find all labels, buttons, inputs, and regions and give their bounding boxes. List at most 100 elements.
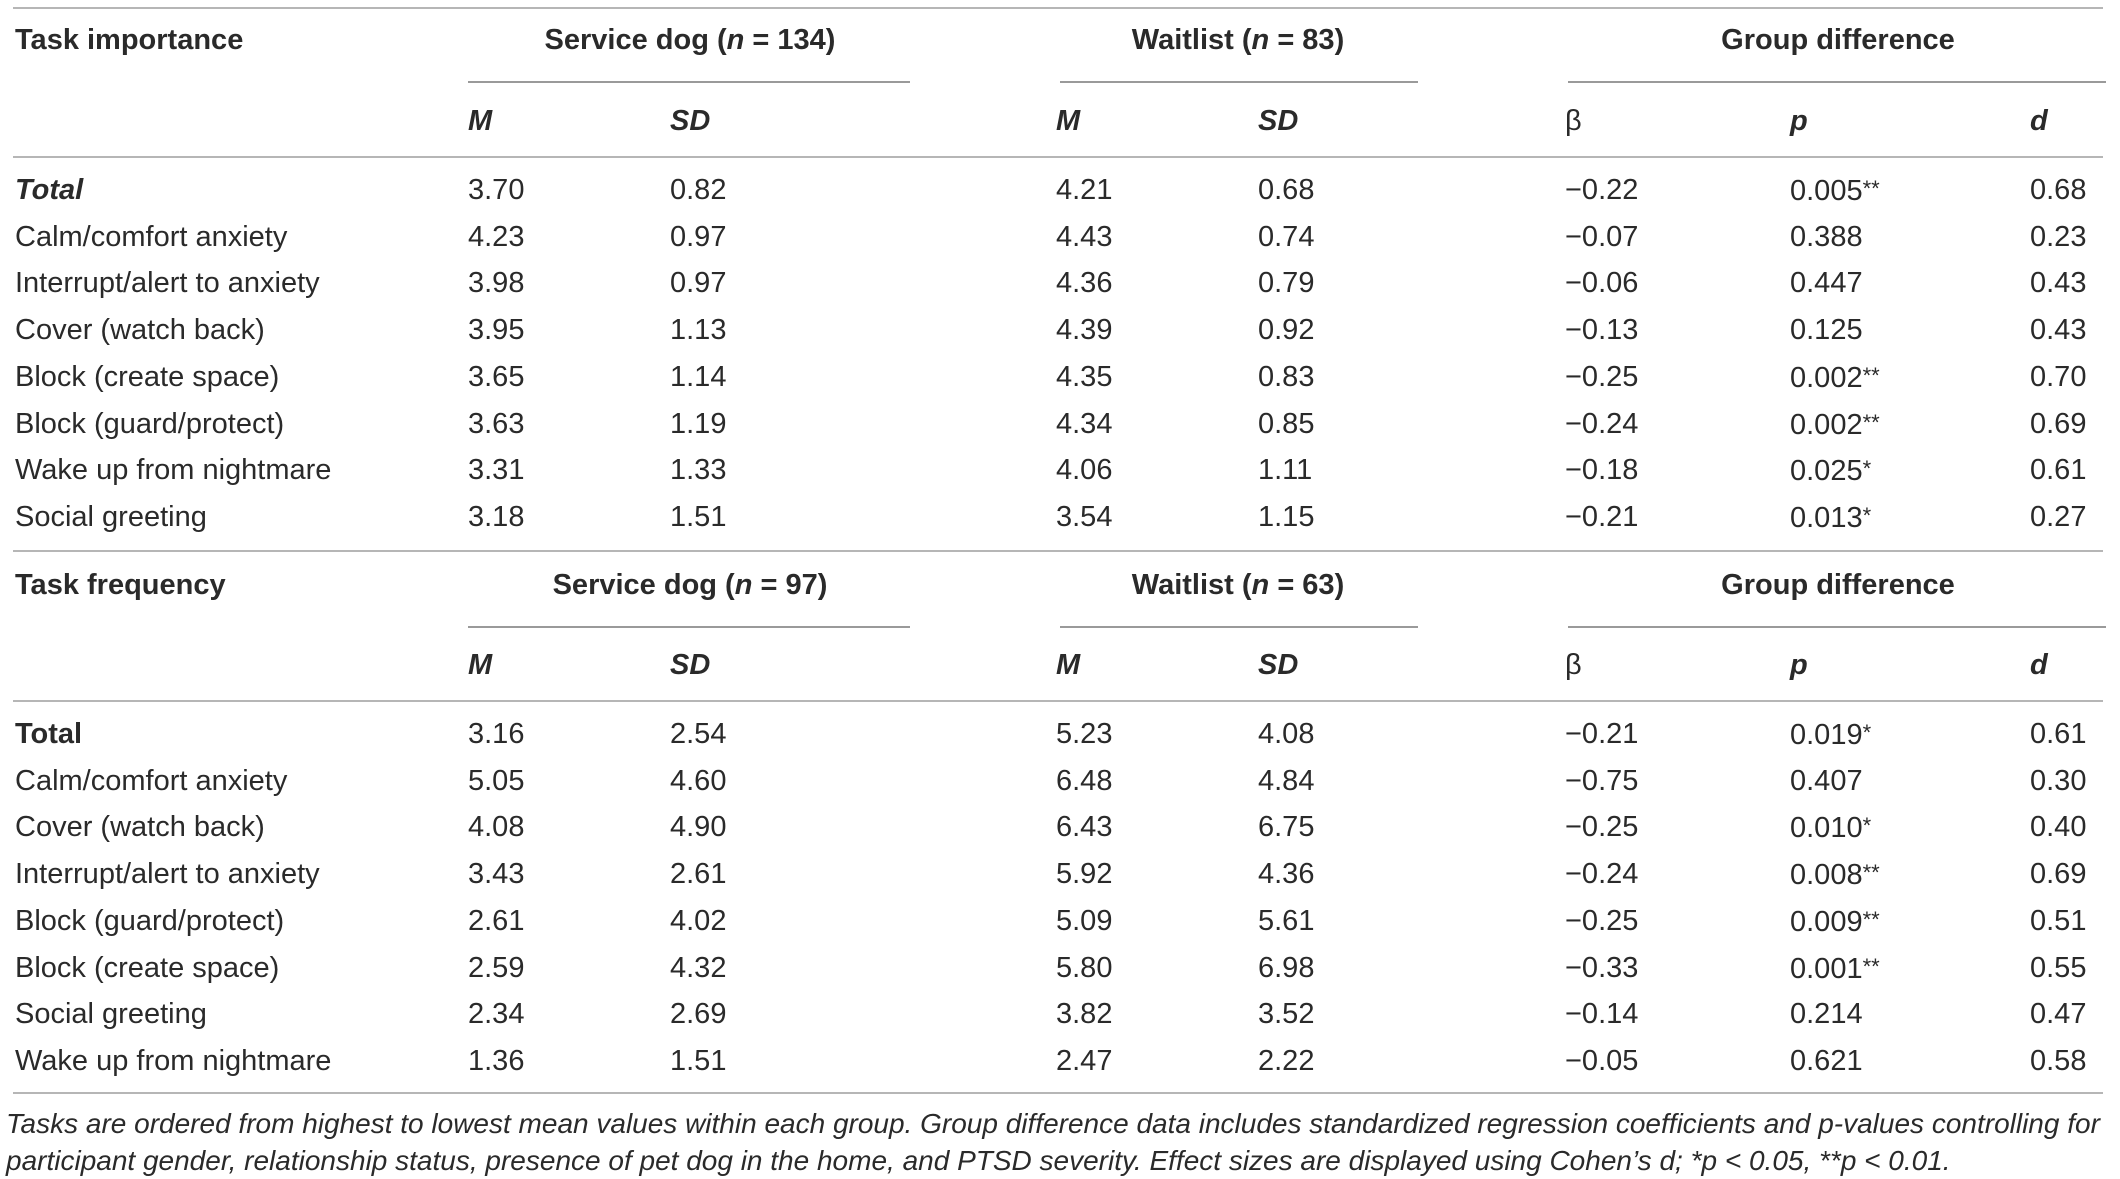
cohens-d: 0.70 <box>2030 360 2087 393</box>
service-dog-sd: 2.69 <box>670 998 727 1031</box>
p-value: 0.010* <box>1790 812 1872 845</box>
subheader-cohens-d: d <box>2030 649 2048 681</box>
subheader-rule <box>13 700 2103 702</box>
subheader-service-dog-mean: M <box>468 649 493 681</box>
cohens-d: 0.23 <box>2030 220 2087 253</box>
subheader-p-value: p <box>1790 105 1808 137</box>
beta: −0.22 <box>1565 174 1639 206</box>
p-value: 0.002** <box>1790 361 1880 394</box>
beta: −0.25 <box>1565 360 1639 393</box>
waitlist-mean: 5.92 <box>1056 858 1113 891</box>
waitlist-sd: 6.98 <box>1258 951 1315 984</box>
service-dog-sd: 2.54 <box>670 718 727 750</box>
p-value: 0.025* <box>1790 455 1872 488</box>
section-title: Task importance <box>15 24 244 56</box>
task-label: Social greeting <box>15 500 207 533</box>
task-label: Social greeting <box>15 998 207 1031</box>
beta: −0.05 <box>1565 1044 1639 1077</box>
waitlist-sd: 0.92 <box>1258 314 1315 347</box>
cohens-d: 0.68 <box>2030 174 2087 206</box>
service-dog-sd: 0.97 <box>670 220 727 253</box>
service-dog-mean: 1.36 <box>468 1044 525 1077</box>
group-n-symbol: n <box>734 569 753 601</box>
task-label: Total <box>15 174 84 206</box>
beta: −0.18 <box>1565 454 1639 487</box>
group-label: Service dog ( <box>552 569 735 601</box>
waitlist-sd: 1.15 <box>1258 500 1315 533</box>
group-n-value: = 63) <box>1269 569 1345 601</box>
p-value: 0.019* <box>1790 719 1872 751</box>
significance-marker: ** <box>1862 409 1880 435</box>
cohens-d: 0.51 <box>2030 904 2087 937</box>
p-value: 0.214 <box>1790 998 1863 1031</box>
group-span-rule <box>1060 81 1418 83</box>
group-span-rule <box>468 626 910 628</box>
waitlist-mean: 4.39 <box>1056 314 1113 347</box>
waitlist-mean: 4.21 <box>1056 174 1113 206</box>
cohens-d: 0.55 <box>2030 951 2087 984</box>
task-label: Cover (watch back) <box>15 811 265 844</box>
significance-marker: ** <box>1862 860 1880 886</box>
waitlist-mean: 3.82 <box>1056 998 1113 1031</box>
service-dog-sd: 1.13 <box>670 314 727 347</box>
service-dog-mean: 2.34 <box>468 998 525 1031</box>
service-dog-mean: 5.05 <box>468 764 525 797</box>
p-value: 0.447 <box>1790 267 1863 300</box>
group-label: Waitlist ( <box>1131 569 1252 601</box>
service-dog-mean: 3.63 <box>468 407 525 440</box>
waitlist-sd: 0.83 <box>1258 360 1315 393</box>
waitlist-sd: 0.85 <box>1258 407 1315 440</box>
group-span-rule <box>1060 626 1418 628</box>
p-value: 0.005** <box>1790 175 1880 207</box>
beta: −0.24 <box>1565 407 1639 440</box>
waitlist-sd: 1.11 <box>1258 454 1313 487</box>
waitlist-mean: 3.54 <box>1056 500 1113 533</box>
service-dog-sd: 1.51 <box>670 1044 727 1077</box>
service-dog-sd: 4.32 <box>670 951 727 984</box>
task-label: Wake up from nightmare <box>15 454 332 487</box>
service-dog-mean: 2.61 <box>468 904 525 937</box>
service-dog-mean: 4.23 <box>468 220 525 253</box>
cohens-d: 0.43 <box>2030 314 2087 347</box>
waitlist-sd: 4.36 <box>1258 858 1315 891</box>
significance-marker: * <box>1862 813 1872 839</box>
waitlist-mean: 4.36 <box>1056 267 1113 300</box>
waitlist-sd: 3.52 <box>1258 998 1315 1031</box>
service-dog-mean: 3.70 <box>468 174 525 206</box>
beta: −0.21 <box>1565 718 1639 750</box>
service-dog-mean: 3.18 <box>468 500 525 533</box>
task-label: Interrupt/alert to anxiety <box>15 858 320 891</box>
beta: −0.33 <box>1565 951 1639 984</box>
group-n-symbol: n <box>1251 24 1270 56</box>
p-value: 0.013* <box>1790 501 1872 534</box>
cohens-d: 0.69 <box>2030 858 2087 891</box>
subheader-waitlist-sd: SD <box>1258 105 1299 137</box>
group-span-rule <box>1568 626 2106 628</box>
beta: −0.25 <box>1565 904 1639 937</box>
task-label: Block (guard/protect) <box>15 407 285 440</box>
significance-marker: ** <box>1862 362 1880 388</box>
waitlist-mean: 5.09 <box>1056 904 1113 937</box>
task-label: Block (create space) <box>15 951 280 984</box>
subheader-beta: β <box>1565 649 1582 681</box>
service-dog-sd: 4.60 <box>670 764 727 797</box>
cohens-d: 0.27 <box>2030 500 2087 533</box>
p-value: 0.125 <box>1790 314 1863 347</box>
subheader-p-value: p <box>1790 649 1808 681</box>
group-n-symbol: n <box>1251 569 1270 601</box>
beta: −0.13 <box>1565 314 1639 347</box>
service-dog-mean: 3.43 <box>468 858 525 891</box>
service-dog-mean: 4.08 <box>468 811 525 844</box>
p-value: 0.002** <box>1790 408 1880 441</box>
beta: −0.21 <box>1565 500 1639 533</box>
subheader-waitlist-sd: SD <box>1258 649 1299 681</box>
cohens-d: 0.61 <box>2030 454 2087 487</box>
significance-marker: ** <box>1862 176 1880 201</box>
service-dog-sd: 1.14 <box>670 360 727 393</box>
group-n-value: = 97) <box>752 569 828 601</box>
cohens-d: 0.58 <box>2030 1044 2087 1077</box>
subheader-service-dog-mean: M <box>468 105 493 137</box>
group-label: Service dog ( <box>544 24 727 56</box>
beta: −0.25 <box>1565 811 1639 844</box>
service-dog-mean: 3.98 <box>468 267 525 300</box>
